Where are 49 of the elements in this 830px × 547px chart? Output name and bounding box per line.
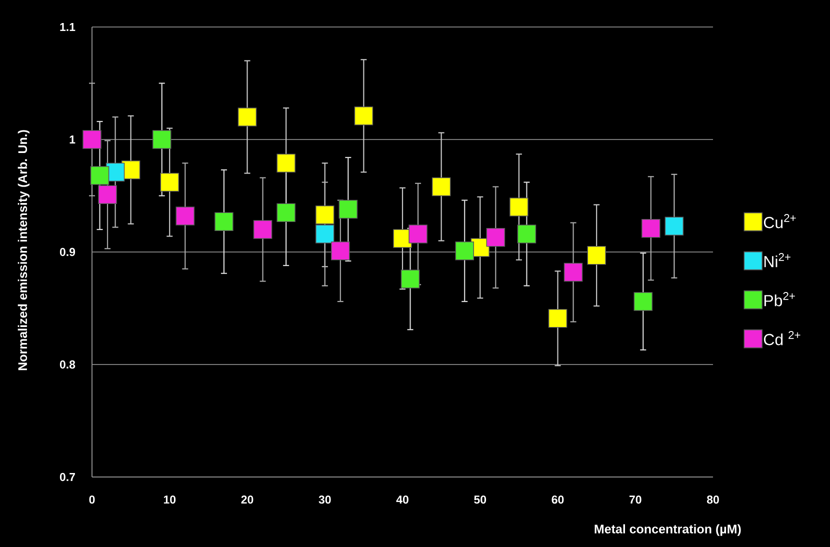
legend-label: Ni$^{2+}$ xyxy=(764,253,790,268)
legend-label: Cd $^{2+}$ xyxy=(764,331,800,346)
x-tick-label: 60 xyxy=(552,496,564,504)
point xyxy=(664,216,684,236)
x-tick-label: 10 xyxy=(164,496,176,504)
point xyxy=(238,108,257,126)
point xyxy=(214,212,234,232)
point xyxy=(82,130,102,149)
point xyxy=(152,130,172,149)
point xyxy=(98,185,117,204)
x-tick-label: 40 xyxy=(396,496,408,504)
x-tick-label: 30 xyxy=(318,496,331,504)
legend-label: Pb$^{2+}$ xyxy=(764,292,795,306)
point xyxy=(400,270,420,288)
y-tick-label: 1 xyxy=(70,136,76,144)
point xyxy=(253,220,272,239)
x-tick-label: 20 xyxy=(241,496,254,504)
x-axis-title: Metal concentration (µM) xyxy=(594,524,741,536)
x-tick-label: 50 xyxy=(474,496,486,504)
point xyxy=(510,198,528,216)
y-tick-label: 1.1 xyxy=(60,23,76,31)
point xyxy=(331,241,350,260)
point xyxy=(276,154,296,173)
point xyxy=(160,172,180,192)
x-tick-label: 0 xyxy=(89,496,95,504)
point xyxy=(455,241,474,260)
point xyxy=(408,224,428,244)
x-tick-label: 70 xyxy=(629,496,642,504)
y-tick-label: 0.9 xyxy=(60,248,76,256)
y-tick-label: 0.7 xyxy=(60,472,75,482)
point xyxy=(315,224,334,244)
x-tick-label: 80 xyxy=(706,496,719,504)
point xyxy=(354,106,374,126)
point xyxy=(548,308,568,328)
point xyxy=(276,203,296,222)
legend-label: Cu$^{2+}$ xyxy=(764,214,796,228)
point xyxy=(642,218,660,238)
point xyxy=(587,246,606,265)
y-axis-title: Normalized emission intensity (Arb. Un.) xyxy=(18,130,30,370)
point xyxy=(517,224,536,244)
y-tick-label: 0.8 xyxy=(60,360,76,369)
point xyxy=(486,228,506,247)
point xyxy=(176,206,195,226)
point xyxy=(432,177,451,196)
point xyxy=(90,166,110,185)
point xyxy=(564,262,583,282)
point xyxy=(634,292,653,311)
point xyxy=(338,200,358,219)
point xyxy=(315,205,334,224)
